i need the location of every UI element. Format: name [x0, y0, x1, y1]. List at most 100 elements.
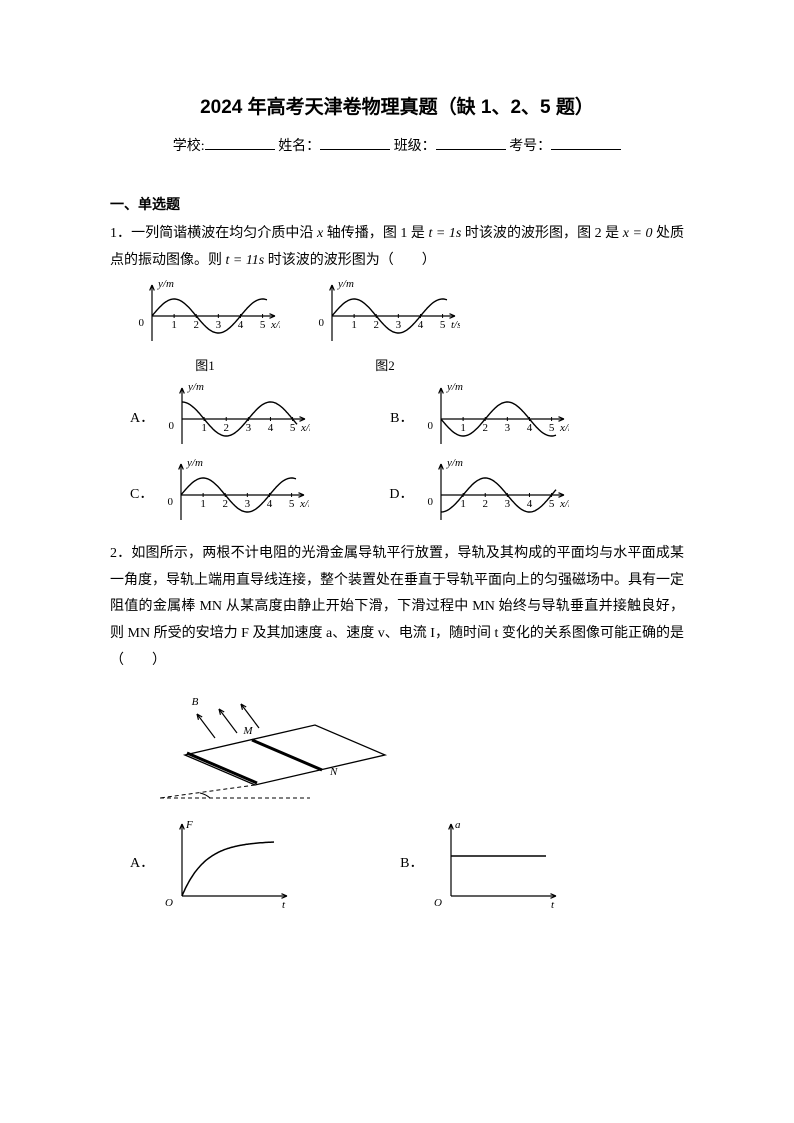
school-blank[interactable] — [205, 136, 275, 150]
page-title: 2024 年高考天津卷物理真题（缺 1、2、5 题） — [110, 90, 684, 126]
svg-text:3: 3 — [245, 498, 251, 510]
svg-text:t/s: t/s — [451, 319, 460, 331]
svg-text:2: 2 — [373, 319, 379, 331]
q2-optB-label: B． — [400, 851, 423, 878]
q2-optA-label: A． — [130, 851, 154, 878]
q2-optA[interactable]: A． F Ot — [130, 814, 300, 914]
svg-text:x/m: x/m — [270, 319, 280, 331]
svg-text:3: 3 — [505, 498, 511, 510]
svg-text:N: N — [329, 766, 338, 778]
q1-tb: 轴传播，图 1 是 — [323, 226, 428, 241]
svg-text:5: 5 — [289, 498, 295, 510]
svg-text:1: 1 — [201, 422, 207, 434]
q1-optC-graph: y/mx/m012345 — [159, 459, 309, 531]
svg-text:2: 2 — [483, 498, 489, 510]
svg-text:y/m: y/m — [187, 383, 204, 393]
svg-text:2: 2 — [224, 422, 230, 434]
svg-text:5: 5 — [260, 319, 266, 331]
svg-text:a: a — [455, 819, 461, 831]
q2-num: 2． — [110, 546, 131, 561]
q1-ta: 一列简谐横波在均匀介质中沿 — [131, 226, 317, 241]
q1-fig2-block: y/mt/s012345 图2 — [310, 280, 460, 379]
class-label: 班级： — [394, 139, 436, 154]
q2-diagram-wrap: MNB — [140, 680, 684, 810]
svg-text:y/m: y/m — [446, 459, 463, 469]
q1-opts-cd: C． y/m x/m 0 1 2 3 4 5 D． y/m x/m 0 1 2 3 4 5 — [130, 459, 684, 531]
svg-text:O: O — [165, 897, 173, 909]
q1-optA-graph: y/mx/m012345 — [160, 383, 310, 455]
q1-fig1-cap: 图1 — [130, 354, 280, 379]
q1-optB[interactable]: B． y/mx/m012345 — [390, 383, 569, 455]
svg-text:1: 1 — [461, 422, 467, 434]
q2-body: 如图所示，两根不计电阻的光滑金属导轨平行放置，导轨及其构成的平面均与水平面成某一… — [110, 546, 684, 667]
svg-text:M: M — [242, 725, 253, 737]
q1-optD[interactable]: D． y/m x/m 0 1 2 3 4 5 — [389, 459, 569, 531]
q1-num: 1． — [110, 226, 131, 241]
q1-optB-label: B． — [390, 406, 413, 433]
q1-fig2-graph: y/m t/s 0 1 2 3 4 5 — [310, 280, 460, 352]
svg-text:5: 5 — [549, 498, 555, 510]
svg-text:0: 0 — [139, 317, 145, 329]
svg-text:5: 5 — [549, 422, 555, 434]
q1-optA-label: A． — [130, 406, 154, 433]
svg-text:0: 0 — [319, 317, 325, 329]
q1-te: 时该波的波形图为（ ） — [264, 253, 436, 268]
svg-text:1: 1 — [461, 498, 467, 510]
svg-text:4: 4 — [527, 422, 533, 434]
svg-text:x/m: x/m — [559, 498, 569, 510]
q1-text: 1．一列简谐横波在均匀介质中沿 x 轴传播，图 1 是 t = 1s 时该波的波… — [110, 221, 684, 274]
name-blank[interactable] — [320, 136, 390, 150]
svg-text:2: 2 — [223, 498, 229, 510]
q1-eq2: x = 0 — [623, 226, 653, 241]
svg-text:x/m: x/m — [559, 422, 569, 434]
q1-optB-graph: y/mx/m012345 — [419, 383, 569, 455]
svg-text:t: t — [282, 899, 286, 911]
svg-text:O: O — [435, 897, 443, 909]
id-blank[interactable] — [551, 136, 621, 150]
svg-text:3: 3 — [246, 422, 252, 434]
q2-opts-ab: A． F Ot B． a Ot — [130, 814, 684, 914]
q1-optD-graph: y/m x/m 0 1 2 3 4 5 — [419, 459, 569, 531]
section-heading: 一、单选题 — [110, 191, 684, 218]
q1-figures: y/mx/m012345 图1 y/mt/s012345 图2 — [130, 280, 684, 379]
svg-text:4: 4 — [527, 498, 533, 510]
svg-text:F: F — [185, 819, 193, 831]
q1-optC-label: C． — [130, 482, 153, 509]
q1-eq1: t = 1s — [428, 226, 461, 241]
svg-text:1: 1 — [201, 498, 207, 510]
svg-text:4: 4 — [238, 319, 244, 331]
svg-text:3: 3 — [396, 319, 402, 331]
svg-text:x/m: x/m — [300, 422, 310, 434]
q2-optB[interactable]: B． aOt — [400, 814, 569, 914]
svg-text:0: 0 — [168, 496, 174, 508]
class-blank[interactable] — [436, 136, 506, 150]
svg-text:5: 5 — [290, 422, 296, 434]
q1-opts-ab: A． y/mx/m012345 B． y/mx/m012345 — [130, 383, 684, 455]
q1-fig1-graph: y/mx/m012345 — [130, 280, 280, 352]
svg-text:2: 2 — [193, 319, 199, 331]
q2-optB-graph: aOt — [429, 814, 569, 914]
svg-text:x/m: x/m — [299, 498, 309, 510]
q2-rail-diagram: MNB — [140, 680, 400, 810]
q1-optA[interactable]: A． y/mx/m012345 — [130, 383, 310, 455]
info-line: 学校: 姓名： 班级： 考号： — [110, 134, 684, 161]
svg-text:0: 0 — [428, 420, 434, 432]
q1-eq3: t = 11s — [226, 253, 265, 268]
svg-text:4: 4 — [418, 319, 424, 331]
svg-text:3: 3 — [505, 422, 511, 434]
q2-optA-graph: F Ot — [160, 814, 300, 914]
q1-fig1-block: y/mx/m012345 图1 — [130, 280, 280, 379]
q2-text: 2．如图所示，两根不计电阻的光滑金属导轨平行放置，导轨及其构成的平面均与水平面成… — [110, 541, 684, 674]
svg-text:5: 5 — [440, 319, 446, 331]
svg-text:y/m: y/m — [337, 280, 354, 290]
q1-tc: 时该波的波形图，图 2 是 — [461, 226, 622, 241]
svg-text:1: 1 — [171, 319, 177, 331]
svg-text:0: 0 — [428, 496, 434, 508]
svg-text:4: 4 — [268, 422, 274, 434]
svg-text:4: 4 — [267, 498, 273, 510]
svg-text:y/m: y/m — [446, 383, 463, 393]
school-label: 学校: — [173, 139, 205, 154]
q1-optC[interactable]: C． y/mx/m012345 — [130, 459, 309, 531]
q1-optD-label: D． — [389, 482, 413, 509]
svg-text:1: 1 — [351, 319, 357, 331]
